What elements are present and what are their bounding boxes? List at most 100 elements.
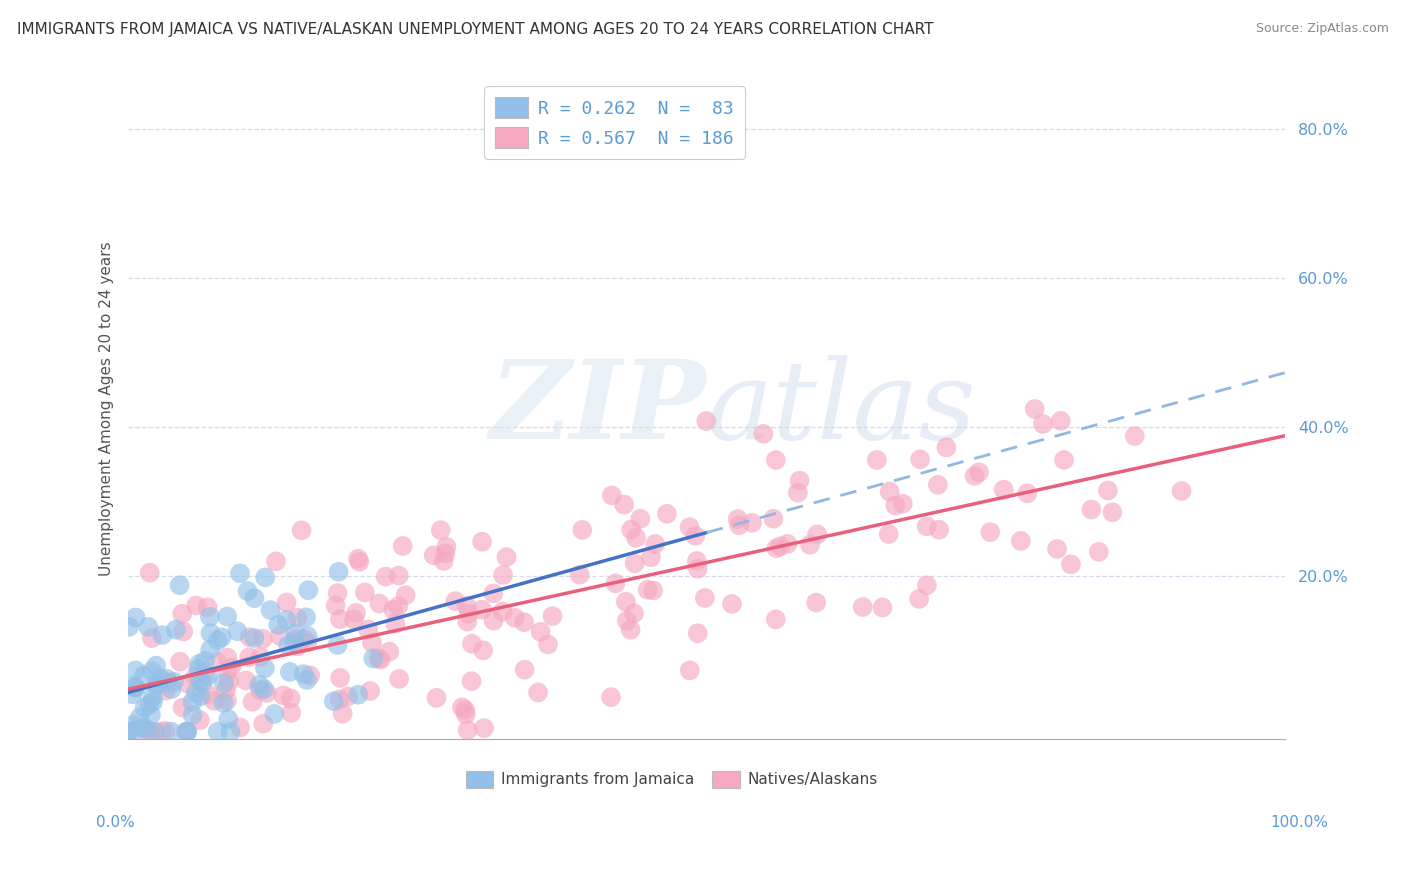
- Point: [121, 687, 143, 701]
- Point: [388, 568, 411, 582]
- Point: [238, 650, 260, 665]
- Point: [776, 537, 799, 551]
- Point: [278, 665, 301, 679]
- Point: [194, 667, 217, 681]
- Point: [623, 556, 645, 570]
- Point: [1049, 414, 1071, 428]
- Point: [624, 531, 647, 545]
- Point: [623, 606, 645, 620]
- Point: [155, 683, 177, 698]
- Point: [145, 678, 167, 692]
- Point: [908, 591, 931, 606]
- Point: [197, 600, 219, 615]
- Point: [188, 713, 211, 727]
- Point: [472, 721, 495, 735]
- Point: [359, 684, 381, 698]
- Point: [326, 586, 349, 600]
- Point: [172, 700, 194, 714]
- Point: [152, 628, 174, 642]
- Point: [155, 723, 177, 738]
- Point: [1097, 483, 1119, 498]
- Point: [605, 576, 627, 591]
- Point: [326, 638, 349, 652]
- Point: [181, 708, 204, 723]
- Point: [217, 609, 239, 624]
- Text: atlas: atlas: [706, 354, 976, 462]
- Point: [280, 691, 302, 706]
- Point: [872, 600, 894, 615]
- Point: [765, 453, 787, 467]
- Point: [852, 599, 875, 614]
- Point: [118, 620, 141, 634]
- Point: [762, 512, 785, 526]
- Point: [242, 695, 264, 709]
- Text: 100.0%: 100.0%: [1271, 815, 1329, 830]
- Point: [215, 683, 238, 698]
- Point: [765, 612, 787, 626]
- Point: [122, 718, 145, 732]
- Point: [967, 465, 990, 479]
- Point: [139, 707, 162, 722]
- Point: [207, 724, 229, 739]
- Point: [391, 539, 413, 553]
- Point: [388, 672, 411, 686]
- Point: [184, 686, 207, 700]
- Point: [271, 689, 294, 703]
- Point: [176, 724, 198, 739]
- Point: [693, 591, 716, 605]
- Point: [384, 616, 406, 631]
- Point: [695, 414, 717, 428]
- Point: [197, 687, 219, 701]
- Text: Source: ZipAtlas.com: Source: ZipAtlas.com: [1256, 22, 1389, 36]
- Point: [1032, 417, 1054, 431]
- Point: [122, 679, 145, 693]
- Point: [297, 629, 319, 643]
- Point: [172, 624, 194, 639]
- Point: [678, 520, 700, 534]
- Point: [394, 588, 416, 602]
- Point: [176, 724, 198, 739]
- Point: [283, 635, 305, 649]
- Point: [620, 523, 643, 537]
- Point: [332, 706, 354, 721]
- Point: [190, 690, 212, 704]
- Point: [1060, 558, 1083, 572]
- Text: 0.0%: 0.0%: [96, 815, 135, 830]
- Point: [243, 591, 266, 606]
- Point: [212, 696, 235, 710]
- Point: [891, 497, 914, 511]
- Point: [804, 595, 827, 609]
- Point: [434, 540, 457, 554]
- Point: [347, 688, 370, 702]
- Point: [118, 724, 141, 739]
- Point: [908, 452, 931, 467]
- Point: [343, 613, 366, 627]
- Point: [571, 523, 593, 537]
- Point: [132, 668, 155, 682]
- Point: [150, 724, 173, 739]
- Point: [685, 529, 707, 543]
- Point: [444, 594, 467, 608]
- Point: [915, 519, 938, 533]
- Point: [741, 516, 763, 530]
- Point: [128, 711, 150, 725]
- Point: [252, 632, 274, 646]
- Point: [198, 642, 221, 657]
- Point: [387, 599, 409, 614]
- Point: [118, 724, 141, 739]
- Point: [482, 586, 505, 600]
- Point: [456, 615, 478, 629]
- Point: [124, 610, 146, 624]
- Point: [277, 639, 299, 653]
- Point: [290, 524, 312, 538]
- Point: [256, 686, 278, 700]
- Point: [217, 712, 239, 726]
- Point: [186, 599, 208, 613]
- Point: [429, 523, 451, 537]
- Point: [247, 678, 270, 692]
- Point: [568, 567, 591, 582]
- Point: [679, 664, 702, 678]
- Point: [378, 645, 401, 659]
- Point: [138, 724, 160, 739]
- Point: [249, 649, 271, 664]
